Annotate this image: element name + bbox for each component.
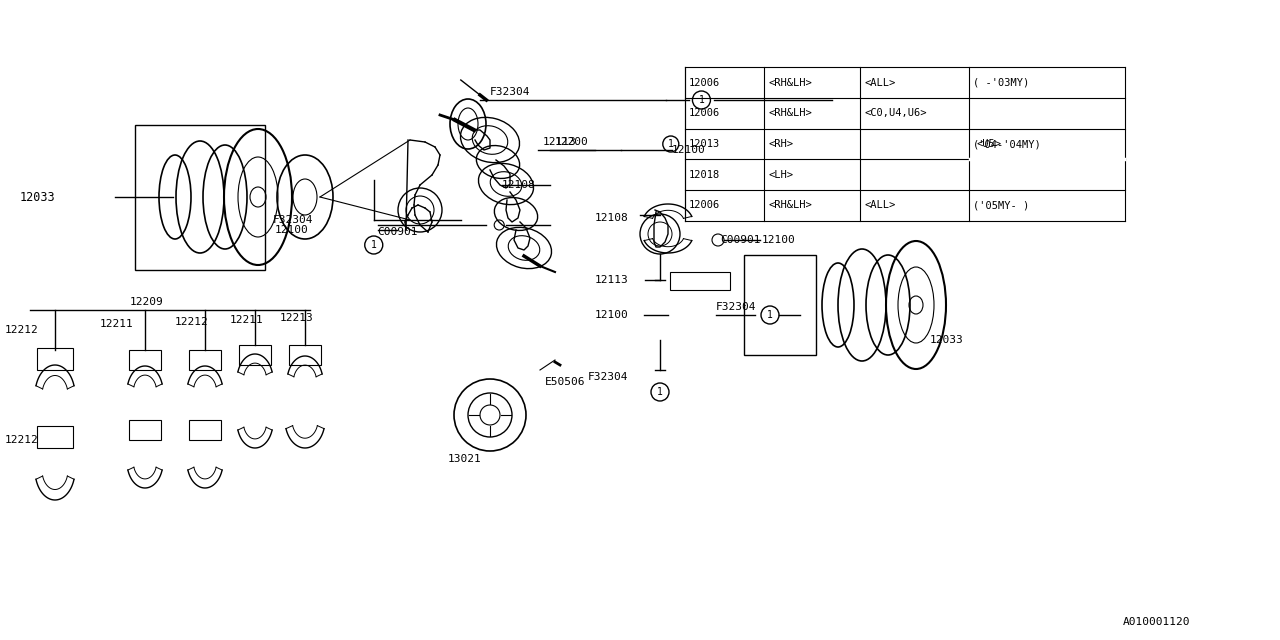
Text: E50506: E50506 — [545, 377, 585, 387]
Text: <C0,U4,U6>: <C0,U4,U6> — [864, 108, 927, 118]
Text: 12108: 12108 — [595, 213, 628, 223]
Bar — [744, 255, 817, 355]
Text: 12006: 12006 — [689, 200, 721, 211]
Text: 12212: 12212 — [5, 325, 38, 335]
Text: 12209: 12209 — [131, 297, 164, 307]
Text: C00901: C00901 — [721, 235, 760, 245]
Bar — [134, 125, 265, 270]
Text: <RH&LH>: <RH&LH> — [768, 108, 812, 118]
Text: 12213: 12213 — [280, 313, 314, 323]
Text: 12006: 12006 — [689, 77, 721, 88]
Text: ('04-'04MY): ('04-'04MY) — [973, 139, 1042, 149]
Text: 12033: 12033 — [19, 191, 55, 204]
Text: 12100: 12100 — [762, 235, 796, 245]
Text: <RH&LH>: <RH&LH> — [768, 77, 812, 88]
Text: 1: 1 — [371, 240, 376, 250]
Text: 12018: 12018 — [689, 170, 721, 180]
Text: F32304: F32304 — [273, 215, 314, 225]
Text: 1: 1 — [668, 139, 673, 149]
Text: <RH&LH>: <RH&LH> — [768, 200, 812, 211]
Text: ( -'03MY): ( -'03MY) — [973, 77, 1029, 88]
Bar — [239, 345, 271, 365]
Text: <LH>: <LH> — [768, 170, 794, 180]
Text: A010001120: A010001120 — [1123, 617, 1190, 627]
Text: 12006: 12006 — [689, 108, 721, 118]
Text: 1: 1 — [767, 310, 773, 320]
Text: 12211: 12211 — [230, 315, 264, 325]
Text: F32304: F32304 — [588, 372, 628, 382]
Text: <U5>: <U5> — [977, 139, 1002, 149]
Text: F32304: F32304 — [716, 302, 756, 312]
Text: 12013: 12013 — [689, 139, 721, 149]
Bar — [289, 345, 321, 365]
Text: <RH>: <RH> — [768, 139, 794, 149]
Text: 12200: 12200 — [556, 137, 589, 147]
Text: 12212: 12212 — [5, 435, 38, 445]
Text: 12100: 12100 — [275, 225, 308, 235]
Bar — [129, 350, 161, 370]
Text: 12108: 12108 — [502, 180, 535, 190]
Text: 1: 1 — [699, 95, 704, 105]
Bar — [37, 426, 73, 448]
Text: 12100: 12100 — [672, 145, 705, 155]
Bar — [669, 272, 730, 290]
Text: 13021: 13021 — [448, 454, 481, 464]
Text: ('05MY- ): ('05MY- ) — [973, 200, 1029, 211]
Text: 12100: 12100 — [595, 310, 628, 320]
Bar — [189, 420, 221, 440]
Bar — [129, 420, 161, 440]
Text: <ALL>: <ALL> — [864, 77, 896, 88]
Text: 12212: 12212 — [175, 317, 209, 327]
Text: C00901: C00901 — [378, 227, 419, 237]
Text: <ALL>: <ALL> — [864, 200, 896, 211]
Text: 12113: 12113 — [543, 137, 576, 147]
Text: 12113: 12113 — [595, 275, 628, 285]
Bar — [37, 348, 73, 370]
Text: F32304: F32304 — [490, 87, 531, 97]
Text: 1: 1 — [657, 387, 663, 397]
Bar — [189, 350, 221, 370]
Text: 12211: 12211 — [100, 319, 133, 329]
Text: 12033: 12033 — [931, 335, 964, 345]
